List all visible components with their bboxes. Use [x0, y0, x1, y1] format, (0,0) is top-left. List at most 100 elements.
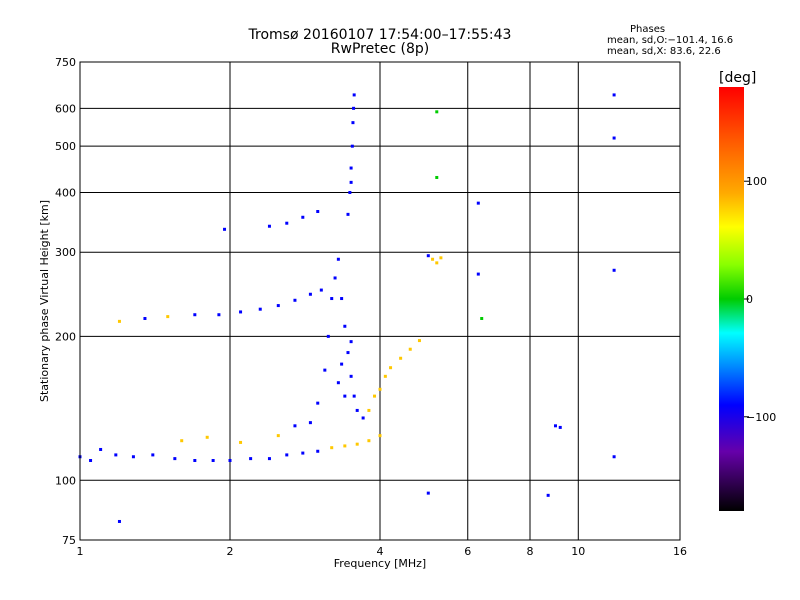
data-point: [249, 457, 253, 461]
y-axis-label: Stationary phase Virtual Height [km]: [38, 200, 51, 402]
data-point: [336, 257, 340, 261]
data-point: [373, 394, 377, 398]
data-point: [166, 315, 170, 319]
x-tick-label: 8: [527, 545, 534, 558]
data-point: [383, 374, 387, 378]
data-point: [343, 394, 347, 398]
colorbar-tick-label: 100: [746, 175, 767, 188]
data-point: [319, 288, 323, 292]
data-point: [612, 93, 616, 97]
data-point: [267, 224, 271, 228]
data-point: [349, 374, 353, 378]
data-point: [346, 212, 350, 216]
data-point: [340, 362, 344, 366]
data-point: [378, 434, 382, 438]
x-axis-ticks: 1 2 4 6 8 10 16: [77, 545, 688, 558]
data-point: [367, 439, 371, 443]
data-point: [205, 435, 209, 439]
data-point: [293, 424, 297, 428]
data-point: [367, 408, 371, 412]
data-point: [355, 408, 359, 412]
data-point: [349, 180, 353, 184]
data-point: [476, 201, 480, 205]
data-point: [340, 297, 344, 301]
data-point: [99, 447, 103, 451]
data-point: [326, 334, 330, 338]
x-tick-label: 4: [377, 545, 384, 558]
x-tick-label: 6: [464, 545, 471, 558]
data-point: [426, 491, 430, 495]
data-point: [546, 493, 550, 497]
grid: [80, 62, 680, 540]
data-point: [349, 340, 353, 344]
data-point: [330, 297, 334, 301]
data-point: [217, 313, 221, 317]
data-point: [435, 110, 439, 114]
data-point: [350, 144, 354, 148]
data-point: [336, 381, 340, 385]
data-point: [408, 347, 412, 351]
data-point: [612, 136, 616, 140]
data-point: [352, 394, 356, 398]
data-point: [173, 457, 177, 461]
data-point: [346, 351, 350, 355]
data-point: [293, 298, 297, 302]
phase-stats-o: mean, sd,O:−101.4, 16.6: [607, 35, 734, 46]
data-point: [426, 254, 430, 258]
data-point: [351, 121, 355, 125]
x-tick-label: 1: [77, 545, 84, 558]
y-tick-label: 300: [55, 246, 76, 259]
colorbar-tick-label: −100: [746, 411, 776, 424]
y-tick-label: 400: [55, 186, 76, 199]
data-point: [228, 458, 232, 462]
data-point: [352, 93, 356, 97]
data-point: [301, 451, 305, 455]
colorbar-ticks: 100 0 −100: [744, 175, 776, 424]
data-point: [435, 175, 439, 179]
data-point: [180, 439, 184, 443]
data-point: [276, 304, 280, 308]
chart-title: Tromsø 20160107 17:54:00–17:55:43: [248, 27, 512, 43]
x-tick-label: 10: [571, 545, 585, 558]
data-point: [131, 455, 135, 459]
y-tick-label: 500: [55, 140, 76, 153]
data-point: [330, 446, 334, 450]
data-point: [151, 453, 155, 457]
data-point: [431, 257, 435, 261]
data-point: [301, 215, 305, 219]
colorbar-tick-label: 0: [746, 293, 753, 306]
data-point: [553, 424, 557, 428]
data-point: [308, 292, 312, 296]
data-point: [355, 442, 359, 446]
data-point: [343, 444, 347, 448]
data-point: [308, 421, 312, 425]
y-tick-label: 750: [55, 56, 76, 69]
data-point: [89, 458, 93, 462]
x-axis-label: Frequency [MHz]: [334, 557, 426, 570]
data-point: [193, 313, 197, 317]
data-point: [258, 307, 262, 311]
data-point: [117, 519, 121, 523]
data-point: [239, 440, 243, 444]
data-point: [323, 368, 327, 372]
data-point: [276, 434, 280, 438]
data-point: [348, 190, 352, 194]
data-point: [316, 401, 320, 405]
data-point: [343, 324, 347, 328]
y-tick-label: 200: [55, 330, 76, 343]
y-tick-label: 600: [55, 102, 76, 115]
y-tick-label: 75: [62, 534, 76, 547]
colorbar-unit-label: [deg]: [719, 70, 757, 86]
data-point: [117, 319, 121, 323]
x-tick-label: 16: [673, 545, 687, 558]
data-point: [223, 227, 227, 231]
data-point: [349, 166, 353, 170]
data-point: [333, 276, 337, 280]
data-point: [417, 339, 421, 343]
plot-frame: [79, 61, 681, 541]
data-point: [435, 261, 439, 265]
data-point: [378, 387, 382, 391]
data-point: [267, 457, 271, 461]
data-point: [352, 106, 356, 110]
